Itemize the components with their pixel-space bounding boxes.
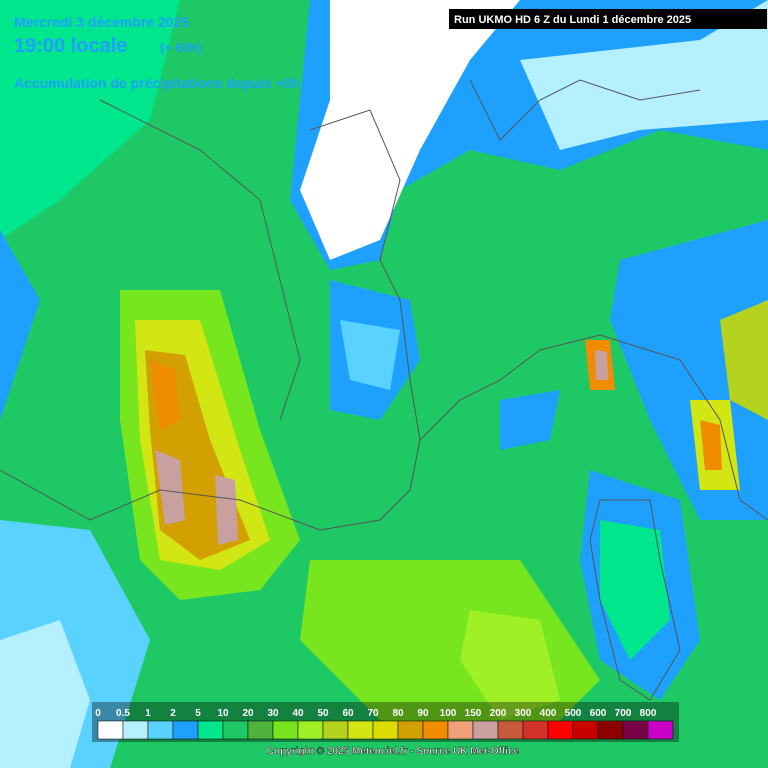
legend-label: 600 (590, 708, 607, 719)
legend-label: 700 (615, 708, 632, 719)
legend-label: 30 (267, 708, 279, 719)
legend-swatch (472, 720, 499, 740)
time: 19:00 locale (14, 35, 127, 57)
legend-label: 90 (417, 708, 429, 719)
legend-label: 400 (540, 708, 557, 719)
legend-swatch (97, 720, 124, 740)
legend-label: 1 (145, 708, 151, 719)
subtitle: Accumulation de précipitations depuis +0… (14, 75, 300, 91)
legend-label: 300 (515, 708, 532, 719)
legend-swatch (247, 720, 274, 740)
legend-label: 0.5 (116, 708, 130, 719)
legend-swatch (222, 720, 249, 740)
offset: (+ 60h) (160, 40, 202, 55)
legend-swatch (647, 720, 674, 740)
borders (0, 79, 768, 701)
legend-swatch (397, 720, 424, 740)
legend-swatch (572, 720, 599, 740)
legend-label: 100 (440, 708, 457, 719)
legend-label: 50 (317, 708, 329, 719)
legend-label: 150 (465, 708, 482, 719)
legend-label: 60 (342, 708, 354, 719)
legend-label: 40 (292, 708, 304, 719)
legend-swatch (272, 720, 299, 740)
legend-swatch (122, 720, 149, 740)
legend-label: 0 (95, 708, 101, 719)
legend-swatch (497, 720, 524, 740)
legend-label: 5 (195, 708, 201, 719)
legend-swatch (147, 720, 174, 740)
legend-label: 80 (392, 708, 404, 719)
legend-swatch (522, 720, 549, 740)
legend-swatch (347, 720, 374, 740)
legend: 0 0.5 1 2 5 10 20 30 40 50 60 70 80 90 100 150 200 300 400… (92, 702, 679, 742)
legend-label: 500 (565, 708, 582, 719)
legend-label: 2 (170, 708, 176, 719)
legend-label: 800 (640, 708, 657, 719)
legend-swatch (447, 720, 474, 740)
run-box (449, 9, 767, 29)
legend-swatch (172, 720, 199, 740)
legend-swatch (597, 720, 624, 740)
legend-swatch (547, 720, 574, 740)
legend-swatch (622, 720, 649, 740)
run-info: Run UKMO HD 6 Z du Lundi 1 décembre 2025 (454, 14, 691, 26)
legend-swatch (322, 720, 349, 740)
legend-swatch (372, 720, 399, 740)
legend-label: 10 (217, 708, 229, 719)
legend-label: 70 (367, 708, 379, 719)
copyright: Copyright © 2025 Meteociel.fr - Source U… (267, 746, 520, 757)
legend-label: 200 (490, 708, 507, 719)
legend-swatch (197, 720, 224, 740)
legend-label: 20 (242, 708, 254, 719)
legend-swatch (297, 720, 324, 740)
date: Mercredi 3 décembre 2025 (14, 14, 189, 30)
legend-swatch (422, 720, 449, 740)
